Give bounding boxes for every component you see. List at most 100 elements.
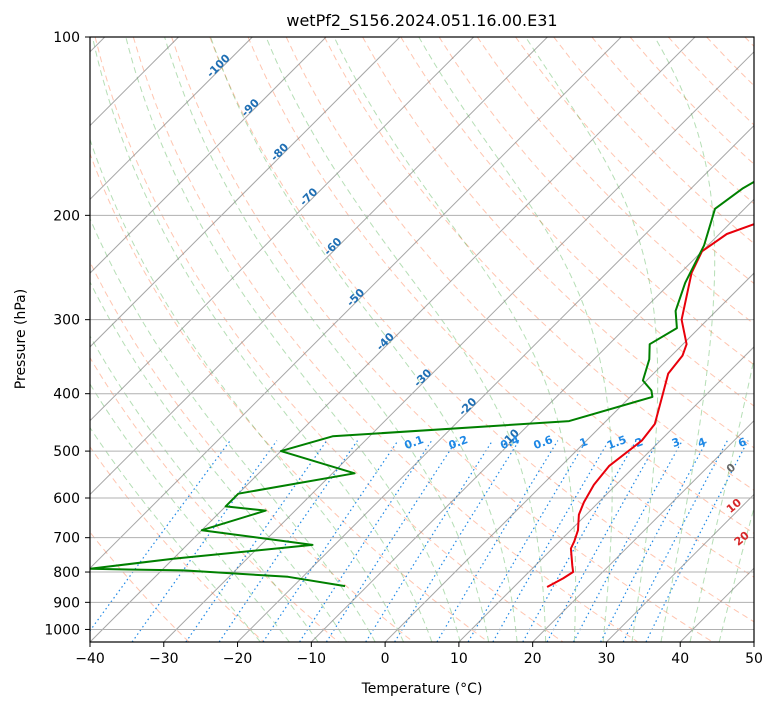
isotherm-line <box>163 51 754 642</box>
x-tick-label: 30 <box>598 651 616 667</box>
isotherm-line <box>90 37 475 422</box>
moist-adiabat <box>654 37 716 642</box>
mixing-ratio-line <box>436 440 559 642</box>
isotherm-line <box>90 37 548 496</box>
mixing-ratio-label: 4 <box>696 435 708 450</box>
moist-adiabat <box>418 37 613 642</box>
moist-adiabat <box>90 137 405 642</box>
axes-frame <box>89 36 755 643</box>
isotherm-line <box>90 37 622 569</box>
theta-e-label: 40 <box>766 582 775 602</box>
x-axis-label: Temperature (°C) <box>361 681 483 697</box>
mixing-ratio-label: 0.4 <box>499 433 522 452</box>
isotherm-line <box>90 37 253 201</box>
temperature-profile <box>546 223 754 588</box>
mixing-ratio-label: 3 <box>670 435 682 450</box>
mixing-ratio-line <box>365 440 494 642</box>
dry-adiabat <box>438 37 754 366</box>
mixing-ratio-line <box>299 440 433 642</box>
isotherm-grid <box>90 37 754 642</box>
moist-adiabat <box>125 37 461 642</box>
mixing-ratio-line <box>467 440 587 642</box>
pressure-grid <box>90 37 754 630</box>
mixing-ratio-label: 0.6 <box>532 433 555 452</box>
x-tick-label: −10 <box>297 651 327 667</box>
moist-adiabat <box>90 426 261 642</box>
mixing-ratio-line <box>522 440 637 642</box>
x-tick-label: −40 <box>75 651 105 667</box>
isotherm-line <box>606 493 754 642</box>
x-tick-label: 20 <box>524 651 542 667</box>
mixing-ratio-label: 0.1 <box>403 433 426 452</box>
mixing-ratio-lines <box>90 440 749 642</box>
y-tick-label: 1000 <box>44 622 80 638</box>
moist-adiabat <box>689 356 754 642</box>
y-tick-label: 900 <box>53 595 80 611</box>
y-tick-label: 400 <box>53 387 80 403</box>
dewpoint-profile <box>90 180 754 588</box>
x-axis-ticks: −40 −30 −20 −10 0 10 20 30 40 50 <box>75 642 763 667</box>
mixing-ratio-line <box>546 440 659 642</box>
theta-e-label: 30 <box>756 556 775 576</box>
y-axis-ticks: 100 200 300 400 500 600 700 800 900 1000 <box>44 30 90 638</box>
moist-adiabat <box>90 383 290 642</box>
y-axis-label: Pressure (hPa) <box>13 289 29 389</box>
mixing-ratio-label: 1 <box>578 435 590 450</box>
mixing-ratio-line <box>394 440 520 642</box>
moist-adiabat <box>718 505 754 642</box>
mixing-ratio-line <box>492 440 610 642</box>
moist-adiabat <box>333 37 577 642</box>
dry-adiabat <box>247 37 754 578</box>
dry-adiabat <box>90 356 339 642</box>
y-tick-label: 300 <box>53 313 80 329</box>
dry-adiabat <box>476 37 754 325</box>
isotherm-line <box>532 419 754 642</box>
dry-adiabat <box>209 37 754 623</box>
dry-adiabat <box>515 37 754 285</box>
isotherm-line <box>90 37 696 642</box>
isotherm-line <box>458 346 754 642</box>
moist-adiabat <box>525 37 659 642</box>
mixing-ratio-line <box>600 440 708 642</box>
plot-background <box>90 37 754 642</box>
dry-adiabat <box>94 37 564 642</box>
moist-adiabat <box>210 37 518 642</box>
chart-title: wetPf2_S156.2024.051.16.00.E31 <box>286 11 557 31</box>
moist-adiabats <box>90 37 754 642</box>
moist-adiabat <box>265 37 547 642</box>
dry-adiabat <box>132 37 639 642</box>
mixing-ratio-line <box>645 440 749 642</box>
mixing-ratio-label: 6 <box>737 435 749 450</box>
moist-adiabat <box>92 37 433 642</box>
y-tick-label: 200 <box>53 208 80 224</box>
x-tick-label: −20 <box>223 651 253 667</box>
x-tick-label: 0 <box>381 651 390 667</box>
mixing-ratio-label: 1.5 <box>606 433 629 452</box>
isotherm-line <box>384 272 754 642</box>
dry-adiabat <box>90 446 265 642</box>
x-tick-label: 10 <box>450 651 468 667</box>
x-tick-label: −30 <box>149 651 179 667</box>
isotherm-line <box>237 124 754 642</box>
mixing-ratio-line <box>185 440 328 642</box>
isotherm-line <box>90 37 401 348</box>
profile-series <box>90 180 754 588</box>
dry-adiabat <box>90 152 489 642</box>
plot-area: -100-90-80-70-60-50-40-30-20-100.1 0.2 0.4… <box>90 37 775 642</box>
y-tick-label: 700 <box>53 531 80 547</box>
dry-adiabat <box>323 37 754 491</box>
isotherm-line <box>310 198 754 642</box>
isotherm-line <box>753 641 754 642</box>
x-tick-label: 40 <box>671 651 689 667</box>
moist-adiabat <box>90 335 319 642</box>
y-tick-label: 600 <box>53 491 80 507</box>
mixing-ratio-label: 8 <box>766 435 775 450</box>
y-tick-label: 800 <box>53 565 80 581</box>
mixing-ratio-label: 0.2 <box>447 433 470 452</box>
x-tick-label: 50 <box>745 651 763 667</box>
mixing-ratio-line <box>622 440 728 642</box>
mixing-ratio-line <box>131 440 278 642</box>
mixing-ratio-line <box>572 440 683 642</box>
y-tick-label: 100 <box>53 30 80 46</box>
